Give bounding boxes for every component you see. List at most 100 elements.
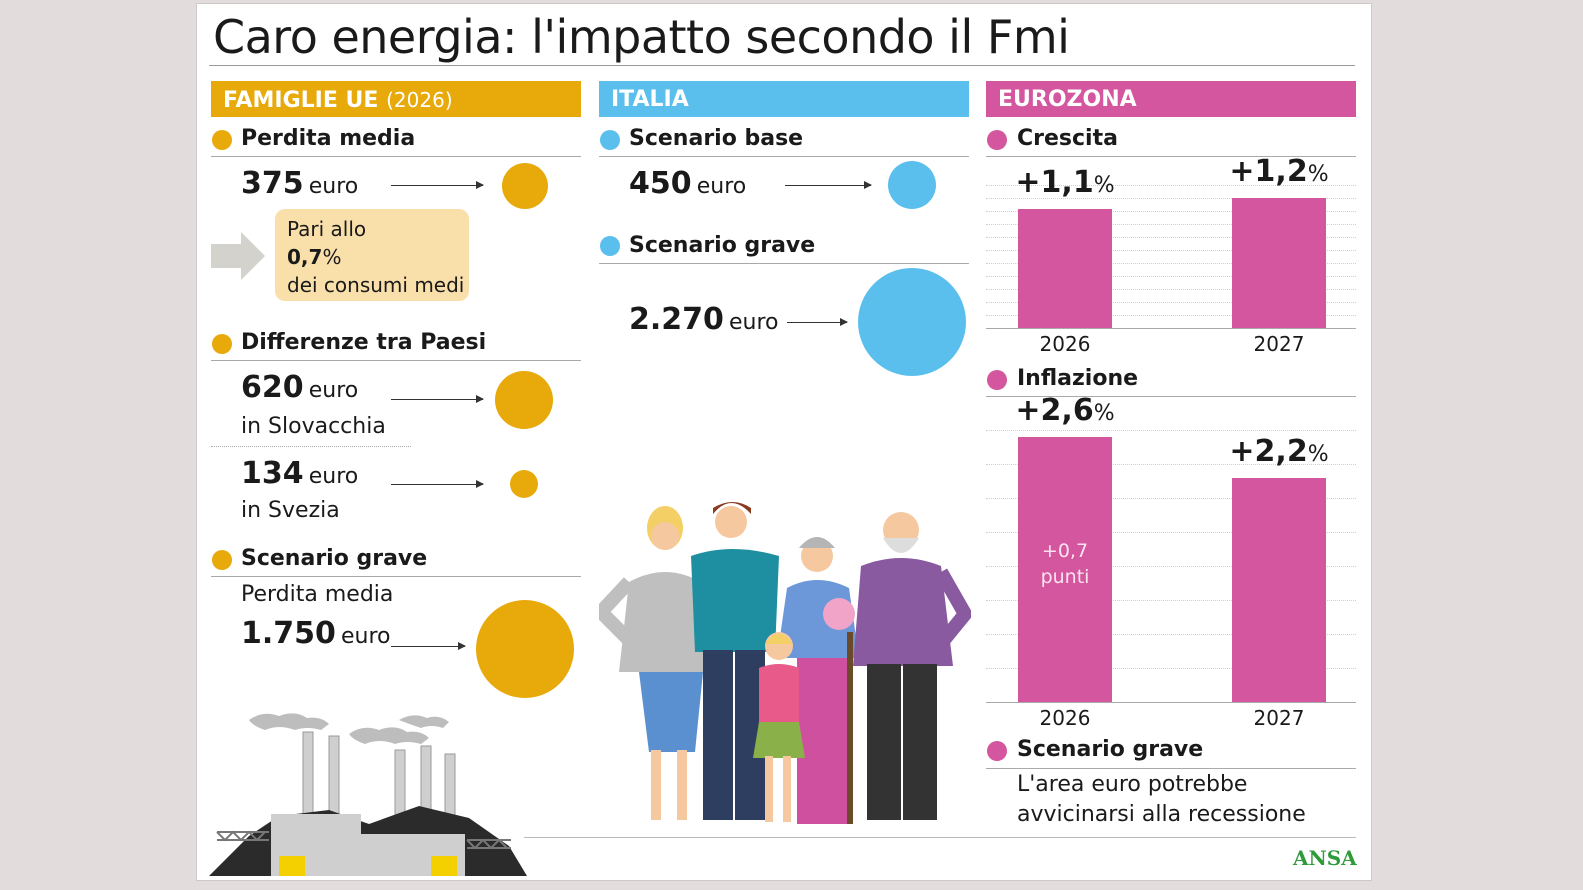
note-value: 0,7 [287,245,323,269]
slovacchia-circle [495,371,553,429]
italia-base-circle [888,161,936,209]
gridline [986,498,1356,500]
famiglie-grave-value-row: 1.750 euro [241,616,391,651]
family-illustration [599,502,971,824]
section-rule [986,156,1356,157]
arrow-icon [391,181,484,189]
bar-value-unit: % [1093,401,1115,427]
famiglie-grave-value: 1.750 [241,616,336,651]
gridline [986,250,1356,252]
bar-2027 [1232,198,1326,328]
gridline [986,668,1356,670]
italia-grave-bullet [600,236,620,256]
italia-base-bullet [600,130,620,150]
bar-value-unit: % [1093,173,1115,199]
gridline [986,634,1356,636]
svezia-circle [510,470,538,498]
famiglie-header-sub: (2026) [386,88,453,112]
consumi-note-box: Pari allo 0,7% dei consumi medi [275,209,469,301]
section-rule [211,360,581,361]
gridline [986,237,1356,239]
perdita-media-bullet [212,130,232,150]
crescita-bullet [987,130,1007,150]
arrow-icon [391,642,466,650]
differenze-label: Differenze tra Paesi [241,330,487,355]
gridline [986,289,1356,291]
euro-grave-bullet [987,741,1007,761]
slovacchia-unit: euro [308,378,359,403]
eurozona-header: EUROZONA [986,81,1356,117]
gridline [986,532,1356,534]
inflazione-note-line1: +0,7 [1041,540,1089,562]
crescita-label: Crescita [1017,126,1118,151]
italia-grave-value-row: 2.270 euro [629,302,779,337]
euro-grave-line1: L'area euro potrebbe [1017,772,1248,797]
x-tick-label: 2026 [1039,706,1091,730]
gridline [986,211,1356,213]
svezia-value: 134 [241,456,304,491]
perdita-media-value: 375 [241,166,304,201]
bar-value-label: +2,6% [1005,393,1125,428]
bar-2026 [1018,209,1112,328]
section-rule [211,576,581,577]
block-arrow-icon [211,232,265,280]
perdita-media-circle [502,163,548,209]
inflazione-note-line2: punti [1040,566,1090,588]
gridline [986,263,1356,265]
gridline [986,276,1356,278]
footer-rule [524,837,1356,838]
note-line3: dei consumi medi [287,273,465,297]
gridline [986,315,1356,317]
slovacchia-value: 620 [241,370,304,405]
gridline [986,302,1356,304]
italia-grave-circle [858,268,966,376]
famiglie-grave-circle [476,600,574,698]
italia-base-label: Scenario base [629,126,804,151]
bar-value-label: +1,2% [1219,154,1339,189]
italia-base-value-row: 450 euro [629,166,746,201]
gridline [986,566,1356,568]
gridline [986,198,1356,200]
svezia-unit: euro [308,464,359,489]
inflazione-label: Inflazione [1017,366,1139,391]
note-line1: Pari allo [287,217,367,241]
note-pct: % [322,245,342,269]
chart-baseline [986,328,1356,329]
arrow-icon [785,181,872,189]
famiglie-grave-bullet [212,550,232,570]
inflazione-note: +0,7 punti [1018,538,1112,590]
inflazione-chart: +2,6% 2026 +2,2% 2027 [986,393,1356,738]
bar-value-number: +2,6 [1015,393,1094,429]
gridline [986,185,1356,187]
famiglie-grave-sub: Perdita media [241,582,394,607]
bar-value-number: +1,1 [1015,165,1094,201]
bar-value-unit: % [1307,442,1329,467]
bar-value-number: +1,2 [1229,154,1308,190]
perdita-media-value-row: 375 euro [241,166,358,201]
dotted-divider [211,446,411,447]
gridline [986,224,1356,226]
svezia-value-row: 134 euro [241,456,358,491]
x-tick-label: 2027 [1253,332,1305,356]
bar-value-unit: % [1307,162,1329,188]
gridline [986,464,1356,466]
x-tick-label: 2026 [1039,332,1091,356]
title-divider [209,65,1355,66]
section-rule [986,768,1356,769]
infographic-card: Caro energia: l'impatto secondo il Fmi F… [196,3,1372,881]
slovacchia-value-row: 620 euro [241,370,358,405]
bar-2026 [1018,437,1112,702]
source-logo: ANSA [1293,846,1357,870]
differenze-bullet [212,334,232,354]
section-rule [211,156,581,157]
famiglie-grave-label: Scenario grave [241,546,428,571]
section-rule [599,156,969,157]
italia-base-value: 450 [629,166,692,201]
famiglie-grave-unit: euro [341,624,391,649]
page-title: Caro energia: l'impatto secondo il Fmi [213,10,1070,64]
bar-2027 [1232,478,1326,702]
gridline [986,430,1356,432]
italia-grave-value: 2.270 [629,302,724,337]
factory-illustration [209,713,527,876]
bar-value-label: +1,1% [1005,165,1125,200]
